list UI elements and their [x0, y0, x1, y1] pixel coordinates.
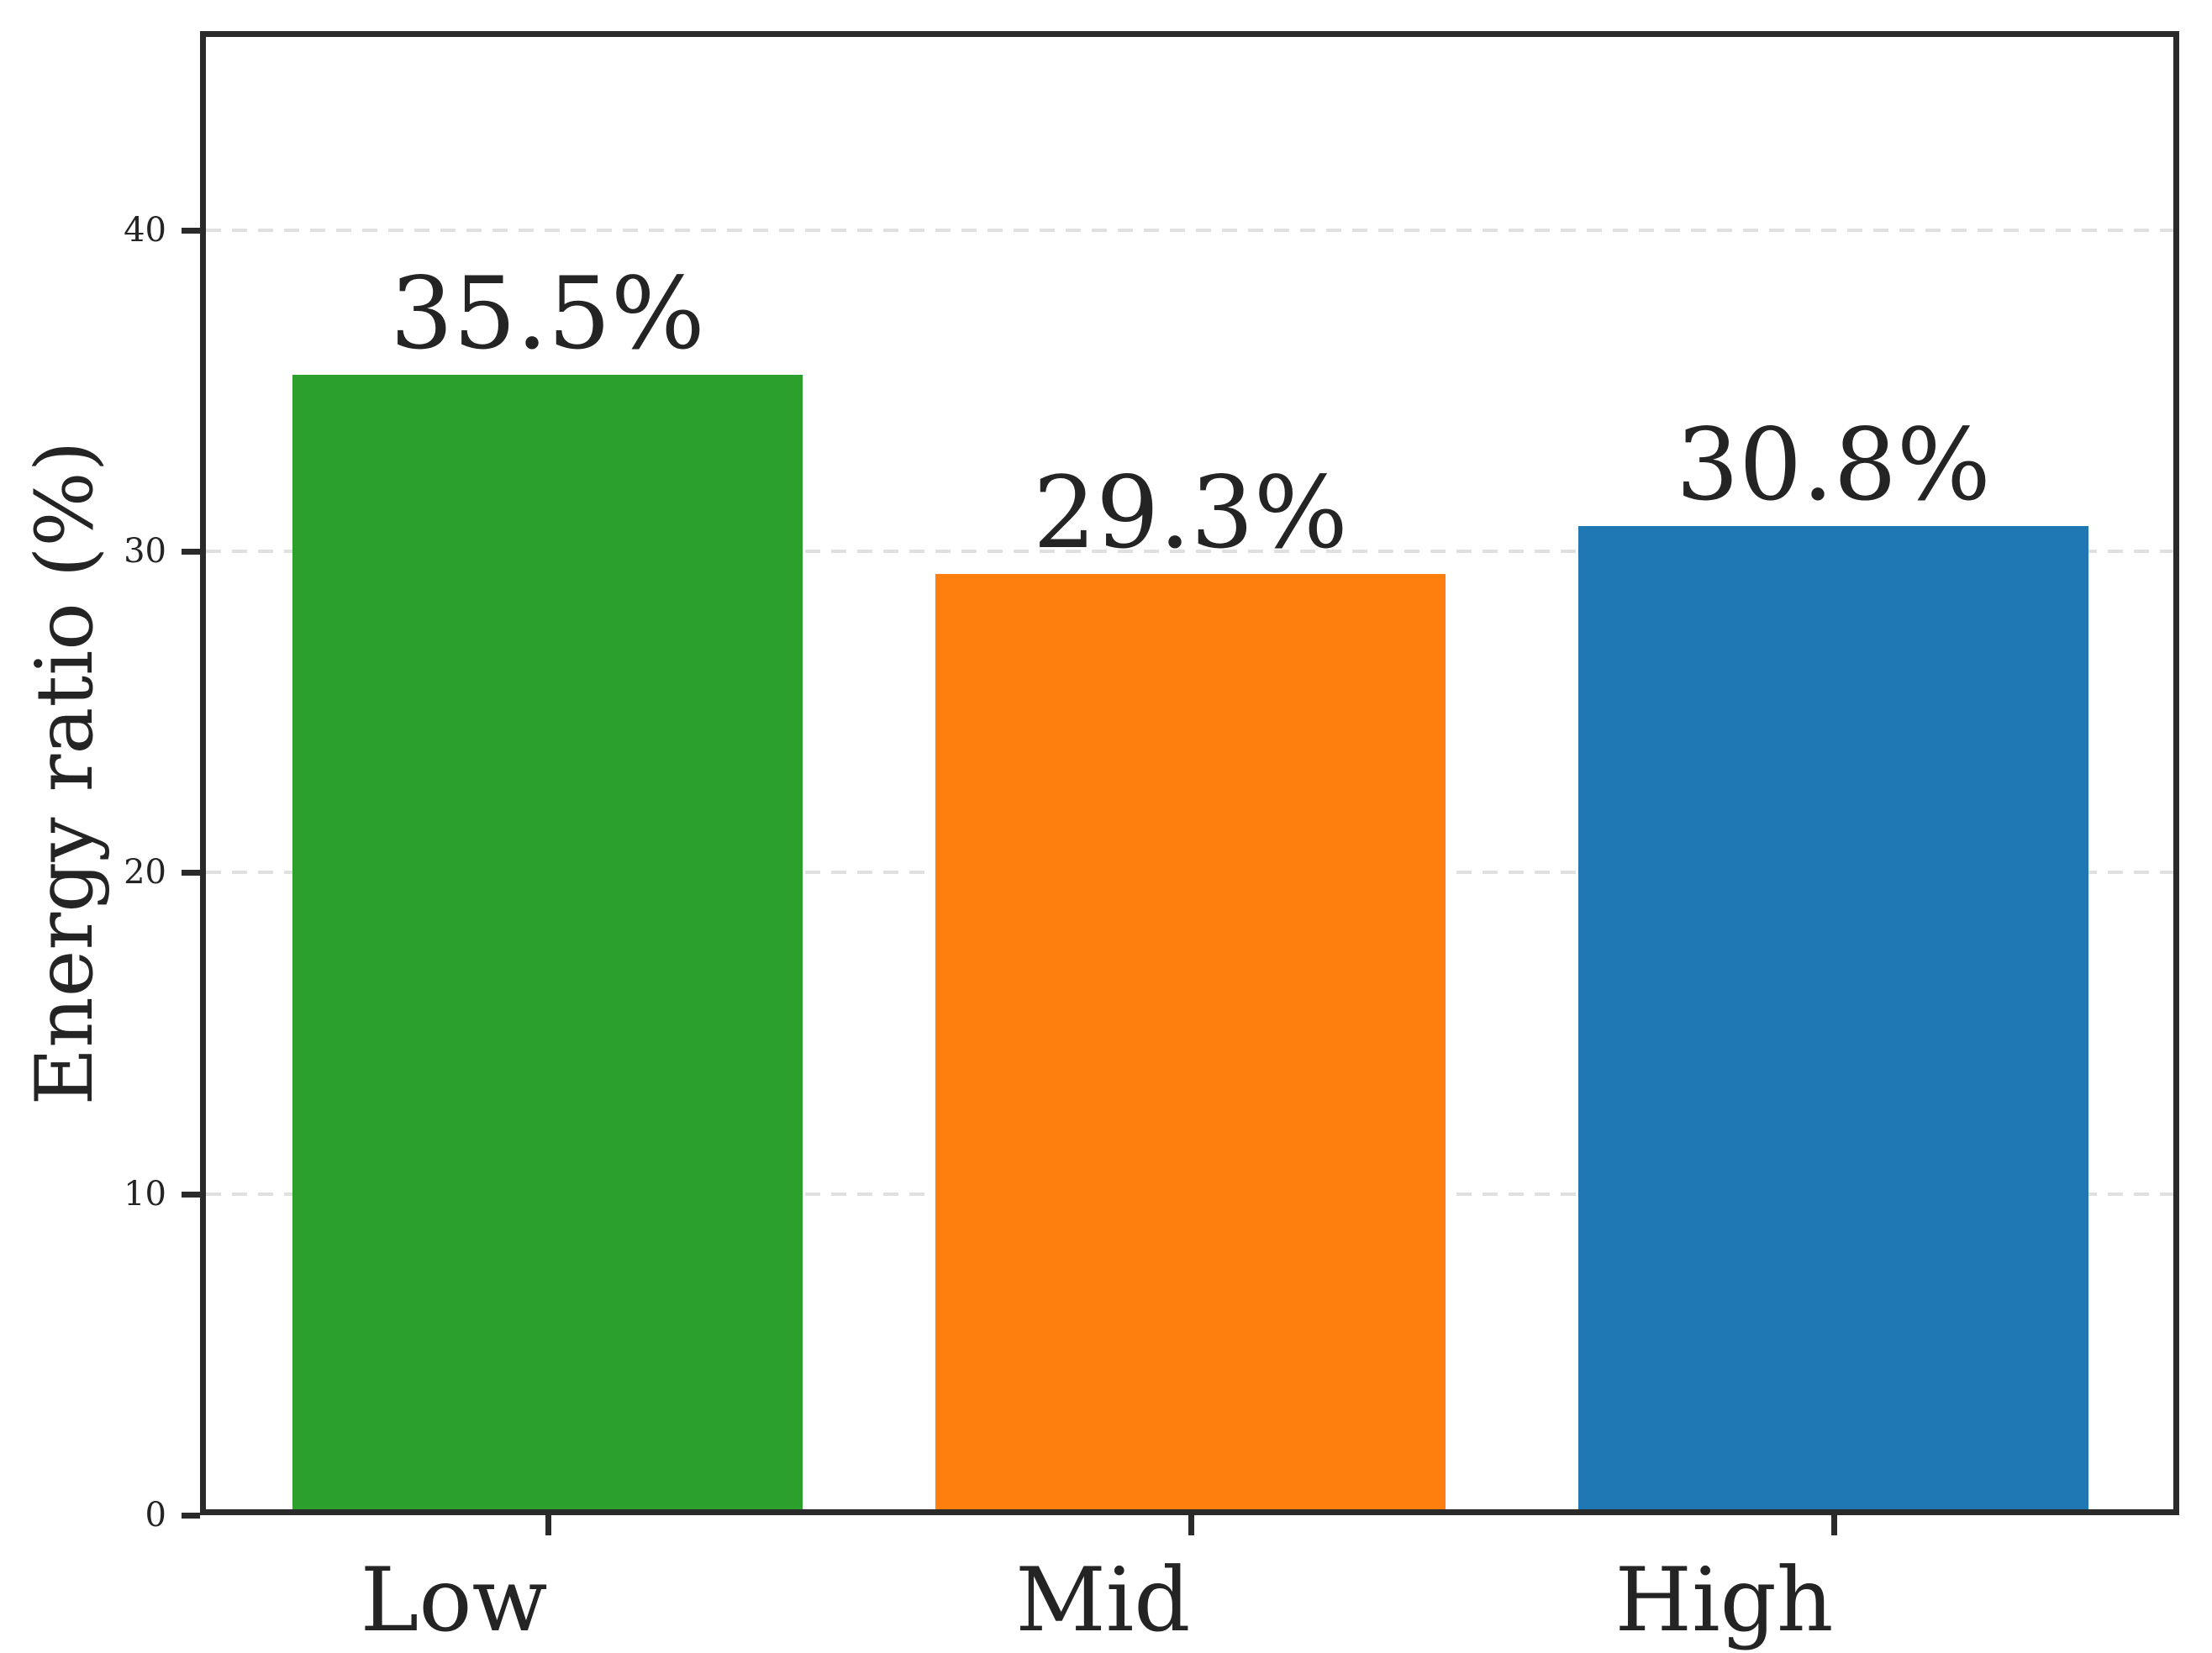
x-tick-low	[545, 1515, 551, 1535]
y-tick-30	[182, 549, 200, 555]
y-tick-label-30: 30	[124, 532, 166, 571]
bar-mid	[935, 574, 1446, 1515]
bar-value-label-mid: 29.3%	[1033, 455, 1348, 571]
y-tick-label-0: 0	[145, 1496, 166, 1535]
y-tick-label-20: 20	[124, 853, 166, 892]
y-tick-10	[182, 1191, 200, 1198]
y-tick-40	[182, 227, 200, 234]
y-tick-20	[182, 870, 200, 877]
bar-value-label-low: 35.5%	[390, 255, 705, 371]
bar-high	[1578, 525, 2088, 1515]
x-tick-label-low: Low	[360, 1549, 548, 1651]
y-tick-label-40: 40	[124, 210, 166, 250]
x-tick-high	[1830, 1515, 1837, 1535]
bar-value-label-high: 30.8%	[1676, 406, 1991, 523]
bar-low	[292, 375, 803, 1515]
gridline-y40	[206, 228, 2173, 232]
y-tick-label-10: 10	[124, 1174, 166, 1213]
x-tick-label-mid: Mid	[1015, 1549, 1191, 1651]
x-tick-label-high: High	[1614, 1549, 1834, 1651]
x-tick-mid	[1188, 1515, 1194, 1535]
gridline-y30	[206, 550, 2173, 554]
y-tick-0	[182, 1513, 200, 1519]
